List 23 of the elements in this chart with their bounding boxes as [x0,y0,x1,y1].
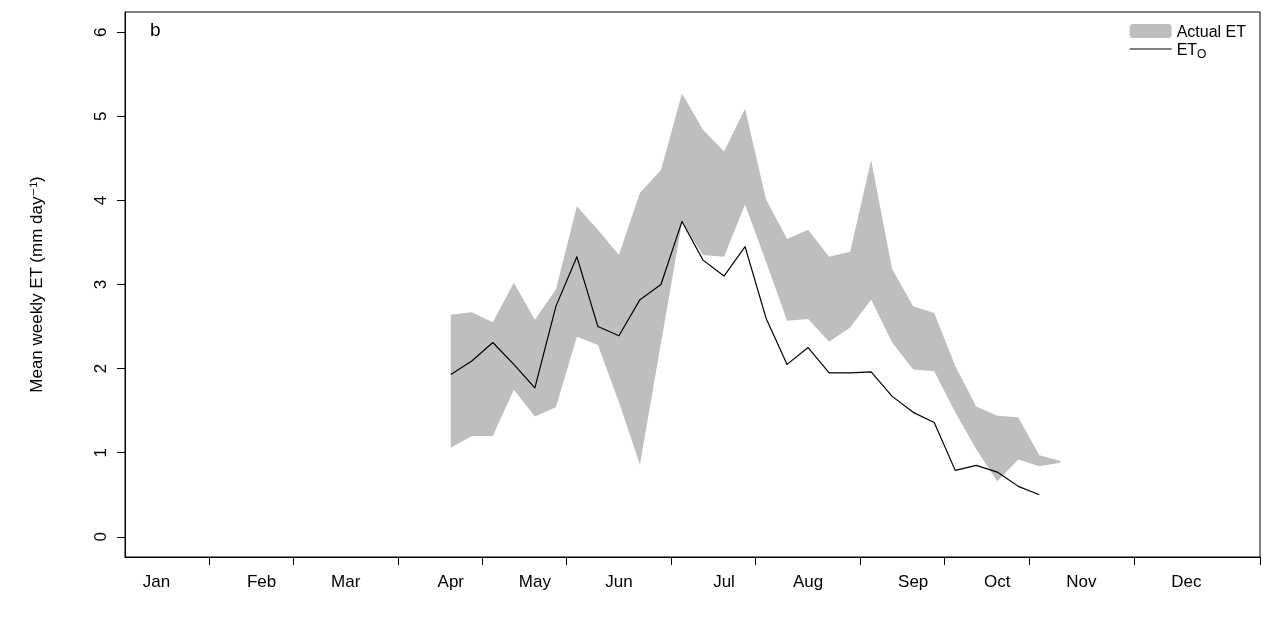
x-tick-label: Dec [1171,572,1203,591]
x-tick-label: May [518,572,552,591]
y-tick-label: 3 [91,279,110,290]
line-series [450,220,1040,496]
y-tick-label: 2 [91,363,110,374]
x-tick-label: Aug [792,572,824,591]
y-tick-label: 1 [91,447,110,458]
x-tick-label: Apr [437,572,465,591]
x-tick-label: Nov [1066,572,1097,591]
x-tick-label: Jan [142,572,171,591]
x-tick-label: Sep [898,572,929,591]
x-tick-label: Jul [713,572,735,591]
x-tick-label: Oct [984,572,1011,591]
x-tick-label: Jun [605,572,633,591]
y-tick-label: 0 [91,532,110,542]
x-tick-label: Feb [246,572,277,591]
legend-label: Actual ET [1176,22,1247,40]
y-tick-label: 5 [91,111,110,122]
y-axis-title: Mean weekly ET (mm day⁻¹) [27,176,46,393]
y-tick-label: 4 [91,195,110,206]
annotation: b [150,19,161,40]
x-tick-label: Mar [331,572,361,591]
y-tick-label: 6 [91,27,110,37]
